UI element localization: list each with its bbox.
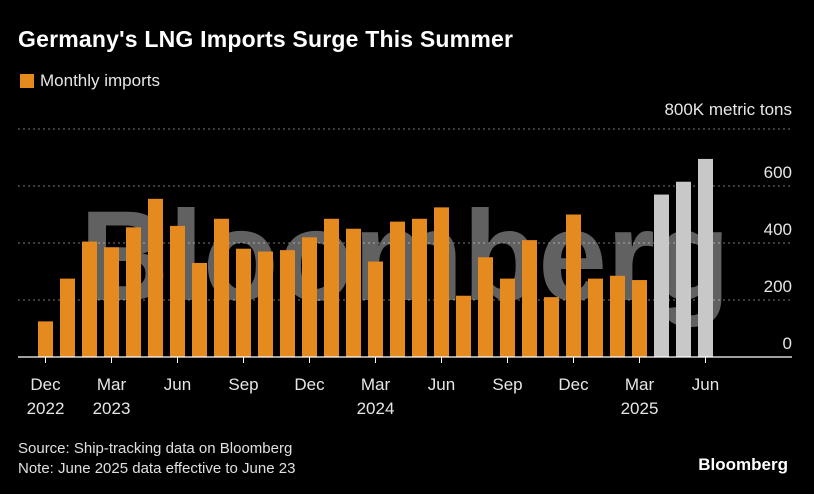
bar-oct-2023 (258, 251, 273, 357)
bar-jul-2024 (456, 295, 471, 357)
bar-jan-2023 (60, 278, 75, 357)
bar-mar-2023 (104, 247, 119, 357)
legend: Monthly imports (20, 71, 160, 91)
bar-aug-2023 (214, 218, 229, 357)
legend-label: Monthly imports (40, 71, 160, 90)
bar-oct-2024 (522, 240, 537, 357)
bar-apr-2025 (654, 194, 669, 357)
bar-nov-2024 (544, 297, 559, 357)
bar-jun-2024 (434, 207, 449, 357)
bloomberg-logo: Bloomberg (698, 455, 788, 474)
bar-feb-2025 (610, 275, 625, 357)
bar-jul-2023 (192, 262, 207, 357)
y-tick-label: 600 (764, 163, 792, 182)
bar-jun-2025 (698, 158, 713, 357)
y-tick-label: 400 (764, 220, 792, 239)
bar-sep-2024 (500, 278, 515, 357)
x-tick-label-year: 2024 (357, 399, 395, 418)
bar-feb-2023 (82, 241, 97, 357)
bar-mar-2024 (368, 261, 383, 357)
bar-aug-2024 (478, 257, 493, 357)
x-tick-label-month: Dec (294, 375, 325, 394)
x-tick-label-month: Jun (164, 375, 191, 394)
x-tick-label-month: Sep (492, 375, 522, 394)
bar-nov-2023 (280, 250, 295, 357)
x-tick-label-month: Mar (361, 375, 391, 394)
x-tick-label-month: Mar (625, 375, 655, 394)
x-tick-label-month: Mar (97, 375, 127, 394)
legend-swatch (20, 74, 34, 88)
bar-apr-2024 (390, 221, 405, 357)
y-tick-label: 200 (764, 277, 792, 296)
x-tick-label-month: Sep (228, 375, 258, 394)
bar-may-2024 (412, 218, 427, 357)
bar-mar-2025 (632, 280, 647, 357)
bar-jan-2025 (588, 278, 603, 357)
bar-jun-2023 (170, 225, 185, 357)
bar-jan-2024 (324, 218, 339, 357)
x-tick-label-month: Jun (428, 375, 455, 394)
note-text: Note: June 2025 data effective to June 2… (18, 460, 296, 477)
bar-may-2025 (676, 181, 691, 357)
bar-may-2023 (148, 198, 163, 357)
bar-dec-2023 (302, 237, 317, 357)
y-tick-label: 0 (783, 334, 792, 353)
x-tick-label-year: 2023 (93, 399, 131, 418)
bar-sep-2023 (236, 248, 251, 357)
bar-feb-2024 (346, 228, 361, 357)
x-tick-label-month: Dec (558, 375, 589, 394)
bar-dec-2022 (38, 321, 53, 357)
source-text: Source: Ship-tracking data on Bloomberg (18, 440, 293, 457)
x-tick-label-year: 2025 (621, 399, 659, 418)
x-tick-label-month: Dec (30, 375, 61, 394)
source-notes: Source: Ship-tracking data on Bloomberg … (18, 439, 295, 479)
bar-dec-2024 (566, 214, 581, 357)
chart-title: Germany's LNG Imports Surge This Summer (18, 26, 514, 52)
x-tick-label-month: Jun (692, 375, 719, 394)
bar-apr-2023 (126, 227, 141, 357)
y-axis-unit-label: 800K metric tons (664, 100, 792, 119)
x-tick-label-year: 2022 (27, 399, 65, 418)
